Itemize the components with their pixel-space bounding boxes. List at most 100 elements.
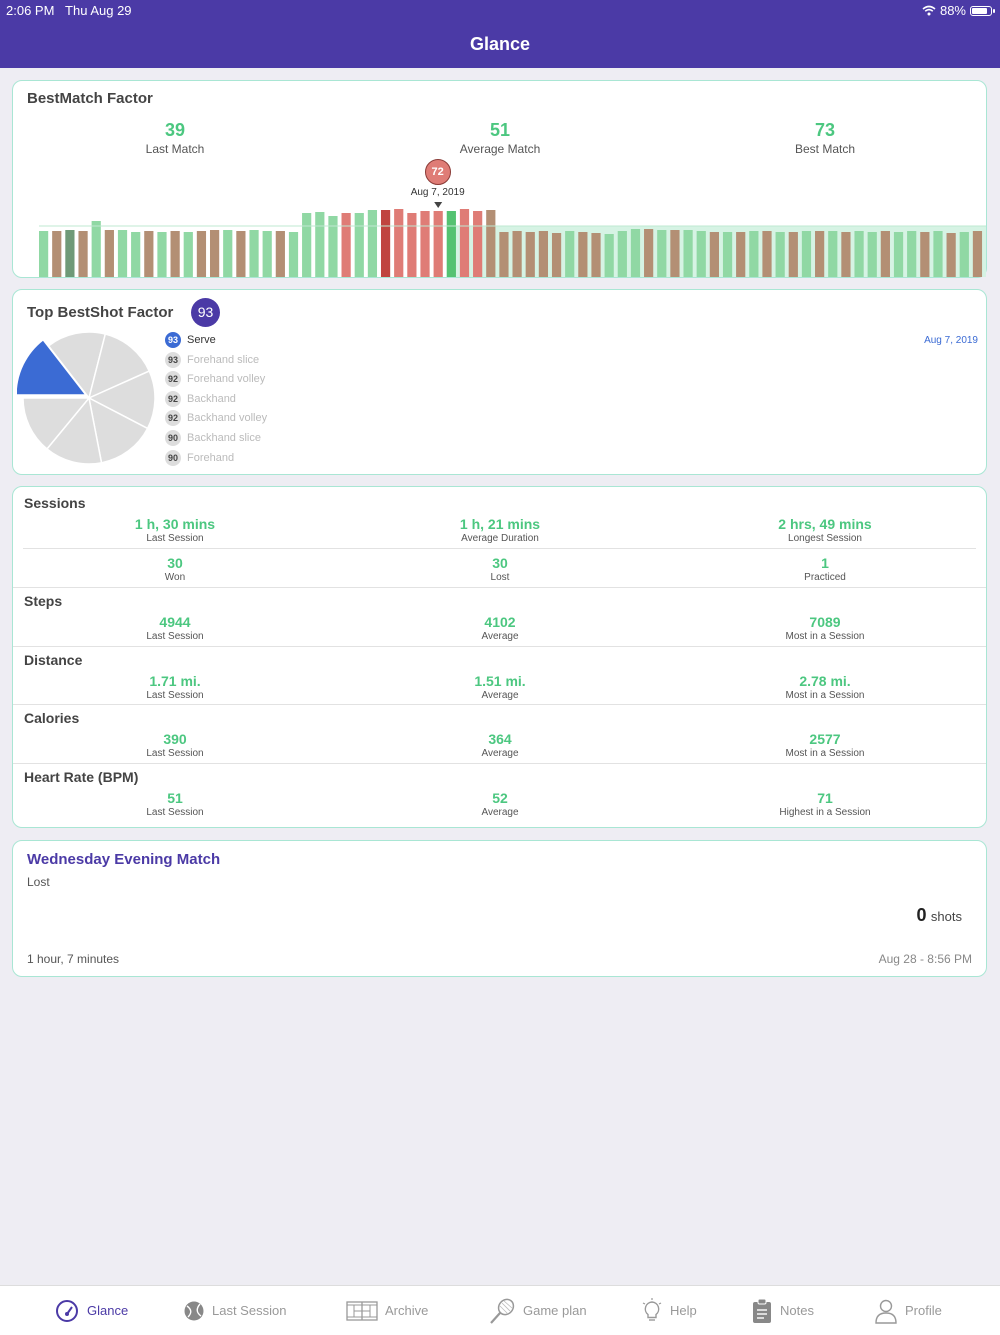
tab-game-plan[interactable]: Game plan [488,1286,587,1335]
match-bar[interactable] [853,230,864,277]
match-bar[interactable] [419,210,430,277]
match-bar[interactable] [327,215,338,277]
match-bar[interactable] [235,230,245,277]
match-bar[interactable] [590,232,601,277]
match-bar[interactable] [406,212,416,277]
match-bar[interactable] [788,231,798,277]
match-bar[interactable] [840,231,851,277]
match-card[interactable]: Wednesday Evening Match Lost 0 shots 1 h… [12,840,987,977]
match-bar[interactable] [525,231,535,277]
match-bar[interactable] [696,230,706,277]
match-bar[interactable] [354,212,364,277]
match-bar[interactable] [512,230,522,277]
match-bar[interactable] [367,209,377,277]
match-bar[interactable] [551,232,561,277]
match-bar[interactable] [748,230,758,277]
match-bar[interactable] [77,230,88,277]
tab-notes[interactable]: Notes [751,1286,814,1335]
match-bar[interactable] [643,228,653,277]
match-bar[interactable] [893,231,903,277]
match-bar[interactable] [722,231,732,277]
match-bar[interactable] [946,232,956,277]
match-bar[interactable] [577,231,587,277]
match-bar[interactable] [827,230,837,277]
match-bar[interactable] [380,209,390,277]
tab-help[interactable]: Help [641,1286,697,1335]
match-bar[interactable] [170,230,180,277]
match-bar[interactable] [433,210,443,277]
shot-name: Serve [187,333,216,346]
match-bar[interactable] [932,230,943,277]
match-bar[interactable] [314,211,324,277]
match-bar[interactable] [880,230,890,277]
match-bar[interactable] [709,231,719,277]
bestshot-card[interactable]: Top BestShot Factor 93 Aug 7, 2019 93 Ser… [12,289,987,475]
match-bar[interactable] [735,231,745,277]
match-bar[interactable] [538,230,548,277]
match-bar[interactable] [656,229,666,277]
match-bar[interactable] [104,229,114,277]
bestmatch-card[interactable]: BestMatch Factor 39 Last Match 51 Averag… [12,80,987,278]
match-bar[interactable] [288,231,298,277]
match-bar[interactable] [630,228,640,277]
shot-row[interactable]: 90 Forehand [165,449,234,466]
match-bar[interactable] [682,229,693,277]
shot-row[interactable]: 92 Backhand volley [165,410,267,427]
match-bar[interactable] [775,231,785,277]
match-bar[interactable] [156,231,167,277]
shot-row[interactable]: 93 Forehand slice [165,351,259,368]
pie-slice[interactable] [87,396,149,464]
match-bar[interactable] [814,230,824,277]
tab-last-session[interactable]: Last Session [183,1286,286,1335]
match-bar[interactable] [196,230,206,277]
match-bar[interactable] [564,230,574,277]
shot-row[interactable]: 92 Backhand [165,390,236,407]
match-bar[interactable] [130,231,140,277]
match-bar[interactable] [498,231,509,277]
match-bar[interactable] [867,231,877,277]
tab-profile[interactable]: Profile [874,1286,942,1335]
match-bar[interactable] [485,209,495,277]
match-bar[interactable] [604,233,614,277]
match-bar[interactable] [472,210,482,277]
match-bar[interactable] [209,229,219,277]
shot-row[interactable]: 90 Backhand slice [165,430,261,446]
match-bar[interactable] [919,231,929,277]
match-bar[interactable] [446,210,456,277]
shot-row[interactable]: 93 Serve [165,332,216,348]
tab-glance[interactable]: Glance [54,1286,128,1335]
pie-slice[interactable] [45,396,103,465]
match-bar[interactable] [183,231,193,277]
match-bar[interactable] [38,230,48,277]
battery-percent: 88% [939,3,966,18]
match-bar[interactable] [972,230,982,277]
pie-slice[interactable] [87,370,156,430]
bestshot-pie-chart[interactable] [17,324,167,474]
match-bar[interactable] [248,229,259,277]
match-bar[interactable] [275,230,285,277]
match-bar[interactable] [761,230,772,277]
pie-slice[interactable] [22,397,91,450]
pie-slice[interactable] [17,338,88,396]
bestmatch-bar-chart[interactable] [12,80,987,278]
match-bar[interactable] [117,229,127,277]
match-bar[interactable] [262,230,272,277]
match-bar[interactable] [617,230,627,277]
match-bar[interactable] [801,230,811,277]
match-bar[interactable] [91,220,101,277]
match-bar[interactable] [959,231,969,277]
match-bar[interactable] [143,230,153,277]
match-bar[interactable] [64,229,75,277]
match-bar[interactable] [301,212,311,277]
match-bar[interactable] [341,212,351,277]
match-bar[interactable] [51,230,61,277]
shot-row[interactable]: 92 Forehand volley [165,371,265,388]
pie-slice[interactable] [47,331,107,400]
match-bar[interactable] [459,208,469,277]
tab-archive[interactable]: Archive [346,1286,428,1335]
match-bar[interactable] [222,229,232,277]
match-bar[interactable] [669,229,680,277]
pie-slice[interactable] [87,333,151,400]
match-bar[interactable] [393,208,403,277]
match-bar[interactable] [906,230,916,277]
